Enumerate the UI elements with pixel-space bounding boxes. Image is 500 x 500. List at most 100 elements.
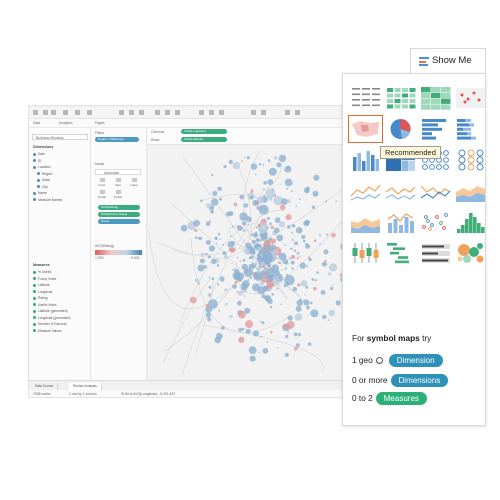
chart-type-dual-lines[interactable] bbox=[419, 178, 452, 204]
labels-icon[interactable] bbox=[219, 110, 224, 115]
map-mark bbox=[250, 189, 254, 193]
tab-data-source[interactable]: Data Source bbox=[31, 383, 59, 390]
map-mark bbox=[276, 287, 279, 290]
tab-analytics[interactable]: Analytics bbox=[59, 121, 73, 125]
rows-pill[interactable]: AVG(Latitude) bbox=[181, 137, 227, 142]
sort-asc-icon[interactable] bbox=[165, 110, 170, 115]
map-mark bbox=[259, 320, 262, 323]
measure-field[interactable]: Funny Votes bbox=[33, 277, 56, 282]
map-mark bbox=[285, 334, 289, 339]
measures-chip: Measures bbox=[375, 392, 427, 406]
highlight-icon[interactable] bbox=[199, 110, 204, 115]
filters-label: Filters bbox=[95, 131, 105, 135]
map-view[interactable] bbox=[147, 145, 349, 380]
chart-type-bullet-graph[interactable] bbox=[419, 240, 452, 266]
map-mark bbox=[218, 309, 220, 312]
chart-type-lines-discrete[interactable] bbox=[384, 178, 417, 204]
chart-type-area-continuous[interactable] bbox=[454, 178, 487, 204]
new-sheet-icon[interactable] bbox=[119, 110, 124, 115]
marks-pill-size[interactable]: SUM(Useful Votes) bbox=[98, 212, 140, 217]
field-label: Useful Votes bbox=[38, 302, 57, 307]
chart-type-pie-chart[interactable] bbox=[384, 116, 417, 142]
chart-type-highlight-table[interactable] bbox=[419, 85, 452, 111]
new-datasource-icon[interactable] bbox=[75, 110, 80, 115]
chart-type-lines-continuous[interactable] bbox=[349, 178, 382, 204]
redo-icon[interactable] bbox=[51, 110, 56, 115]
columns-pill[interactable]: AVG(Longitude) bbox=[181, 129, 227, 134]
chart-type-histogram[interactable] bbox=[454, 209, 487, 235]
save-icon[interactable] bbox=[63, 110, 68, 115]
chart-type-filled-map[interactable] bbox=[348, 115, 383, 143]
mark-type-select[interactable]: Automatic bbox=[95, 169, 141, 175]
chart-type-box-and-whisker[interactable] bbox=[349, 240, 382, 266]
map-mark bbox=[296, 251, 300, 255]
tooltip-button[interactable]: Tooltip bbox=[111, 190, 125, 200]
duplicate-icon[interactable] bbox=[129, 110, 134, 115]
share-icon[interactable] bbox=[295, 110, 300, 115]
map-mark bbox=[262, 347, 269, 354]
chart-type-stacked-bars[interactable] bbox=[454, 116, 487, 142]
chart-type-packed-bubbles[interactable] bbox=[454, 240, 487, 266]
fit-icon[interactable] bbox=[251, 110, 256, 115]
tab-review-analysis[interactable]: Review Analysis bbox=[69, 383, 102, 390]
dimension-field[interactable]: Name bbox=[33, 191, 47, 196]
gantt-chart-thumbnail bbox=[387, 243, 409, 264]
measure-field[interactable]: Longitude (generated) bbox=[33, 316, 70, 321]
color-button[interactable]: Color bbox=[95, 178, 109, 188]
label-button[interactable]: Label bbox=[127, 178, 141, 188]
show-me-tab[interactable]: Show Me bbox=[410, 48, 486, 74]
fix-axes-icon[interactable] bbox=[261, 110, 266, 115]
map-mark bbox=[200, 199, 203, 203]
hint-chart-name: symbol maps bbox=[366, 333, 420, 343]
field-label: Funny Votes bbox=[38, 276, 57, 281]
chart-type-side-by-side-circles[interactable] bbox=[454, 147, 487, 173]
detail-button[interactable]: Detail bbox=[95, 190, 109, 200]
field-label: Measure Values bbox=[38, 328, 62, 333]
map-mark bbox=[224, 288, 228, 292]
size-button[interactable]: Size bbox=[111, 178, 125, 188]
measure-field[interactable]: Number of Records bbox=[33, 322, 67, 327]
presentation-icon[interactable] bbox=[285, 110, 290, 115]
dimension-field[interactable]: City bbox=[37, 185, 48, 190]
chart-type-dual-combination[interactable] bbox=[384, 209, 417, 235]
tab-data[interactable]: Data bbox=[33, 121, 41, 125]
measure-field[interactable]: Rating bbox=[33, 296, 48, 301]
measure-field[interactable]: % Useful bbox=[33, 270, 51, 275]
dimension-field[interactable]: Date bbox=[33, 152, 45, 157]
map-mark bbox=[208, 276, 211, 279]
undo-icon[interactable] bbox=[43, 110, 48, 115]
chart-type-gantt-chart[interactable] bbox=[384, 240, 417, 266]
measure-field[interactable]: Latitude bbox=[33, 283, 50, 288]
sort-desc-icon[interactable] bbox=[175, 110, 180, 115]
pause-icon[interactable] bbox=[87, 110, 92, 115]
clear-icon[interactable] bbox=[139, 110, 144, 115]
dimension-field[interactable]: State bbox=[37, 178, 50, 183]
dimension-field[interactable]: Region bbox=[37, 172, 52, 177]
filter-pill[interactable]: Region: Pittsburgh bbox=[95, 137, 139, 142]
datasource-selector[interactable]: Business Reviews bbox=[32, 134, 88, 140]
chart-type-side-by-side-bars[interactable] bbox=[349, 147, 382, 173]
map-mark bbox=[207, 317, 212, 322]
field-label: Measure Names bbox=[38, 197, 63, 202]
chart-type-text-table[interactable] bbox=[349, 85, 382, 111]
measure-field[interactable]: Longitude bbox=[33, 290, 52, 295]
map-mark bbox=[267, 179, 274, 186]
map-mark bbox=[278, 221, 285, 228]
chart-type-scatter-plot[interactable] bbox=[419, 209, 452, 235]
group-icon[interactable] bbox=[209, 110, 214, 115]
map-mark bbox=[282, 259, 289, 265]
swap-icon[interactable] bbox=[155, 110, 160, 115]
marks-pill-detail[interactable]: Name bbox=[98, 219, 140, 224]
marks-pill-color[interactable]: AVG(Rating) bbox=[98, 205, 140, 210]
chart-type-heat-map[interactable] bbox=[384, 85, 417, 111]
map-mark bbox=[208, 299, 218, 309]
dimension-field[interactable]: ID bbox=[33, 159, 41, 164]
chart-type-symbol-map[interactable] bbox=[454, 85, 487, 111]
measure-field[interactable]: Latitude (generated) bbox=[33, 309, 68, 314]
measure-field[interactable]: Useful Votes bbox=[33, 303, 57, 308]
chart-type-area-discrete[interactable] bbox=[349, 209, 382, 235]
chart-type-horizontal-bars[interactable] bbox=[419, 116, 452, 142]
dimension-field[interactable]: Measure Names bbox=[33, 198, 62, 203]
measure-field[interactable]: Measure Values bbox=[33, 329, 62, 334]
dimension-field[interactable]: Location bbox=[33, 165, 50, 170]
